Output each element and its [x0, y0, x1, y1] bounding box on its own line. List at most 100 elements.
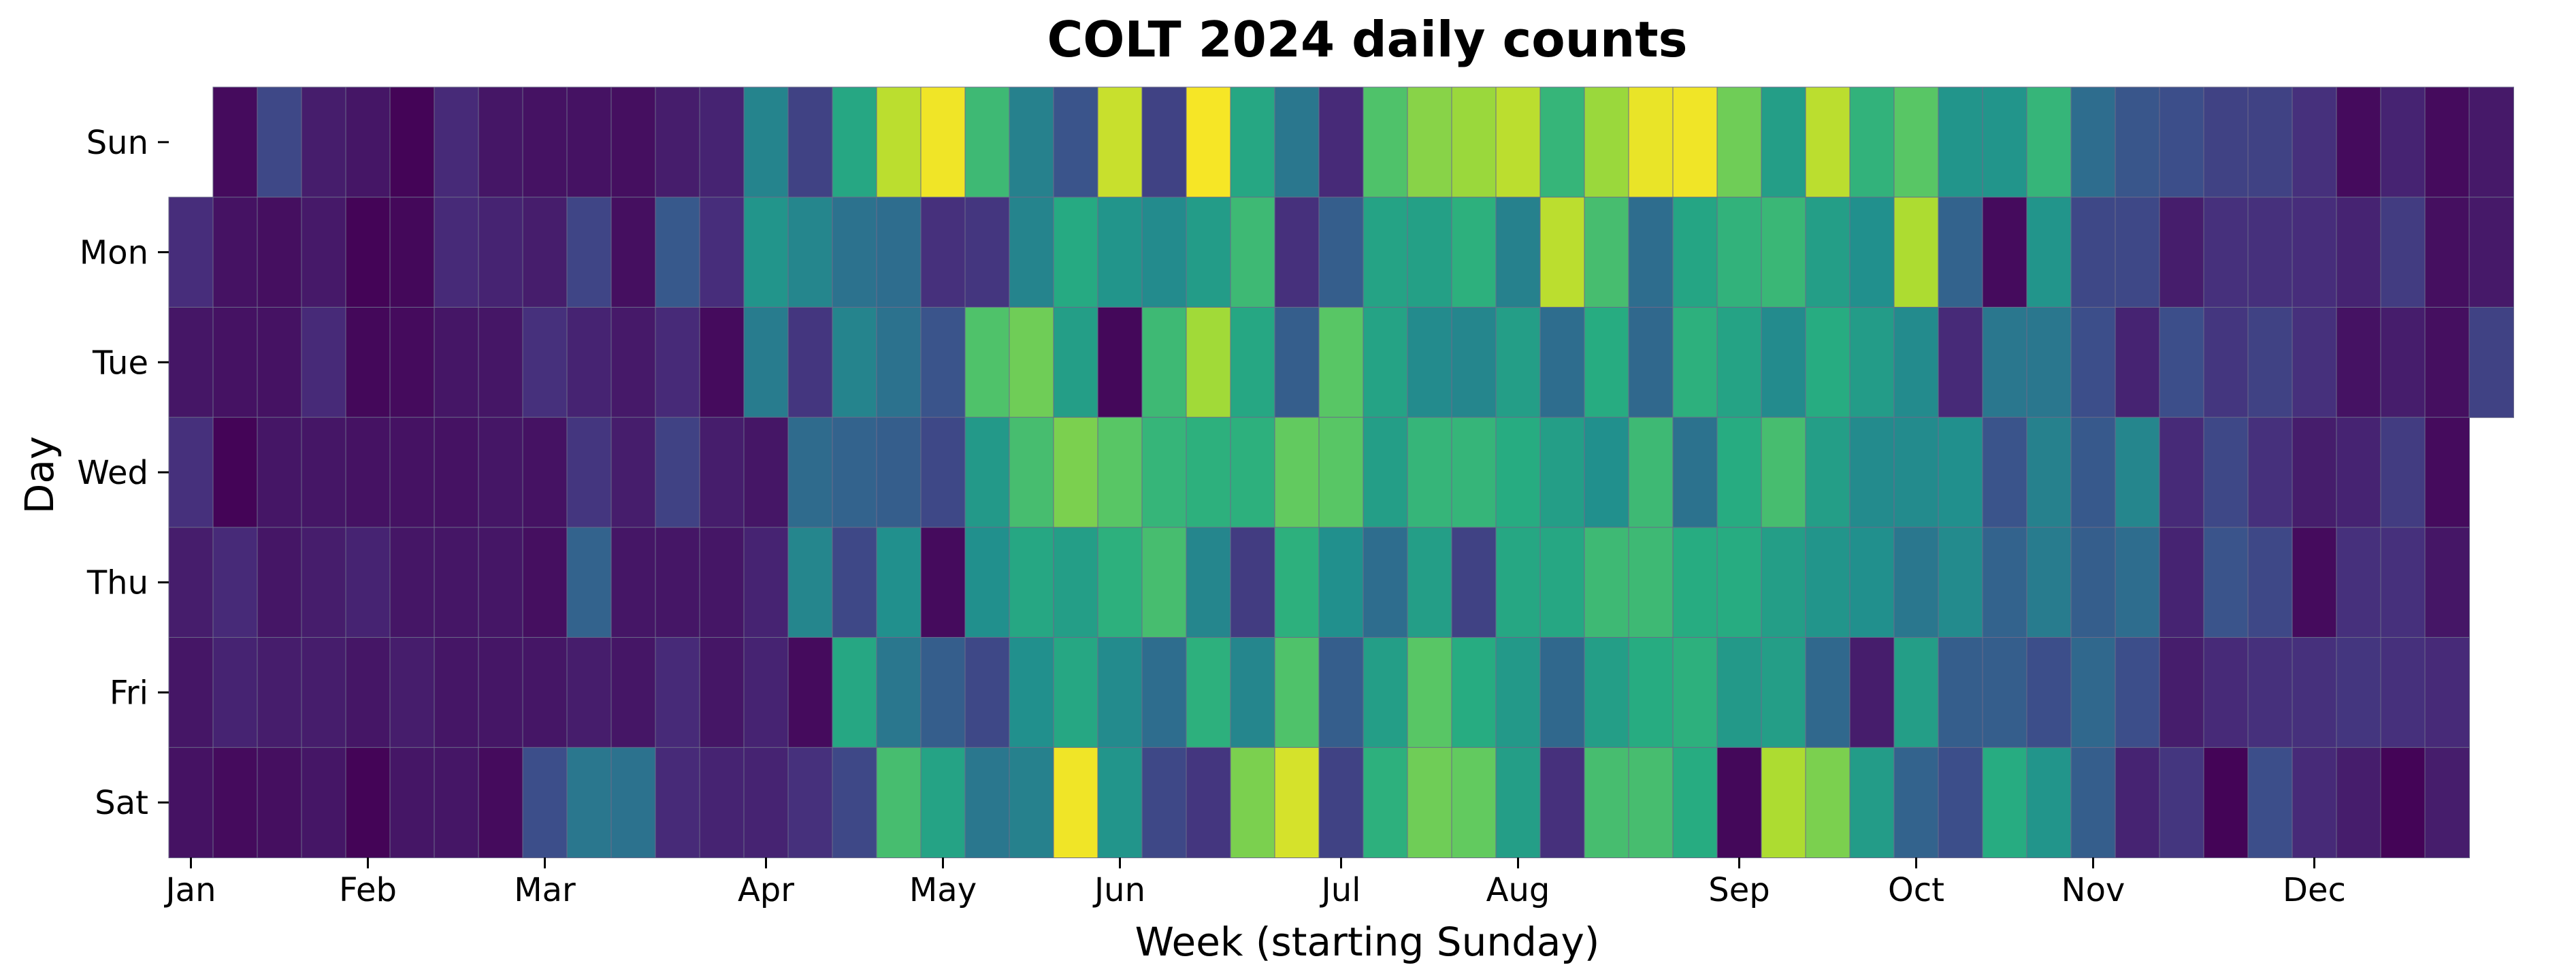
- heatmap-cell: [964, 86, 1010, 198]
- heatmap-cell: [1672, 197, 1718, 308]
- heatmap-cell: [2115, 306, 2160, 419]
- heatmap-cell: [1628, 306, 1674, 419]
- heatmap-cell: [1628, 197, 1674, 308]
- y-tick-label: Mon: [80, 234, 148, 272]
- heatmap-cell: [2424, 527, 2470, 638]
- heatmap-cell: [2336, 637, 2381, 749]
- heatmap-cell: [2070, 416, 2116, 528]
- heatmap-cell: [1363, 416, 1408, 528]
- heatmap-cell: [876, 527, 922, 638]
- heatmap-cell: [168, 527, 214, 638]
- heatmap-cell: [1761, 306, 1806, 419]
- heatmap-cell: [2159, 416, 2204, 528]
- heatmap-cell: [1451, 416, 1497, 528]
- heatmap-cell: [2159, 527, 2204, 638]
- x-tick-label: Aug: [1486, 871, 1550, 909]
- heatmap-cell: [1628, 637, 1674, 749]
- heatmap-cell: [2247, 527, 2293, 638]
- heatmap-cell: [2380, 747, 2426, 859]
- heatmap-cell: [787, 86, 833, 198]
- heatmap-cell: [1230, 416, 1275, 528]
- heatmap-cell: [1584, 747, 1629, 859]
- heatmap-cell: [787, 527, 833, 638]
- heatmap-cell: [787, 306, 833, 419]
- heatmap-cell: [168, 197, 214, 308]
- heatmap-cells: [168, 86, 2514, 859]
- heatmap-cell: [1230, 306, 1275, 419]
- heatmap-cell: [257, 416, 302, 528]
- heatmap-cell: [212, 306, 258, 419]
- heatmap-cell: [212, 86, 258, 198]
- heatmap-cell: [1893, 747, 1939, 859]
- heatmap-cell: [1009, 747, 1054, 859]
- heatmap-cell: [1186, 86, 1231, 198]
- heatmap-cell: [1274, 86, 1320, 198]
- heatmap-cell: [2070, 637, 2116, 749]
- heatmap-cell: [1716, 86, 1762, 198]
- heatmap-cell: [1761, 747, 1806, 859]
- heatmap-cell: [1849, 747, 1895, 859]
- heatmap-cell: [743, 747, 789, 859]
- heatmap-cell: [1053, 747, 1098, 859]
- heatmap-cell: [2070, 197, 2116, 308]
- heatmap-cell: [345, 637, 391, 749]
- x-tick-label: Mar: [514, 871, 576, 909]
- heatmap-cell: [1849, 416, 1895, 528]
- heatmap-cell: [2468, 197, 2514, 308]
- heatmap-cell: [1893, 527, 1939, 638]
- heatmap-cell: [1009, 416, 1054, 528]
- heatmap-cell: [1893, 86, 1939, 198]
- heatmap-cell: [1318, 637, 1364, 749]
- heatmap-cell: [2247, 416, 2293, 528]
- heatmap-cell: [832, 197, 877, 308]
- heatmap-cell: [345, 306, 391, 419]
- heatmap-cell: [1539, 197, 1585, 308]
- heatmap-cell: [1230, 637, 1275, 749]
- heatmap-cell: [389, 197, 435, 308]
- heatmap-cell: [301, 416, 346, 528]
- heatmap-cell: [1186, 416, 1231, 528]
- heatmap-cell: [434, 527, 479, 638]
- heatmap-cell: [699, 747, 745, 859]
- heatmap-cell: [1097, 747, 1143, 859]
- heatmap-cell: [2203, 86, 2249, 198]
- heatmap-cell: [2159, 306, 2204, 419]
- heatmap-cell: [478, 637, 523, 749]
- heatmap-cell: [1805, 747, 1851, 859]
- heatmap-cell: [1318, 416, 1364, 528]
- heatmap-cell: [2380, 86, 2426, 198]
- heatmap-cell: [1584, 86, 1629, 198]
- heatmap-cell: [1716, 527, 1762, 638]
- heatmap-cell: [832, 747, 877, 859]
- heatmap-cell: [1451, 637, 1497, 749]
- heatmap-cell: [1097, 637, 1143, 749]
- heatmap-cell: [699, 197, 745, 308]
- heatmap-cell: [566, 527, 612, 638]
- heatmap-cell: [1274, 747, 1320, 859]
- heatmap-cell: [832, 86, 877, 198]
- heatmap-cell: [1716, 637, 1762, 749]
- heatmap-cell: [1318, 306, 1364, 419]
- heatmap-cell: [168, 747, 214, 859]
- heatmap-cell: [1672, 637, 1718, 749]
- x-tick-label: Nov: [2061, 871, 2125, 909]
- heatmap-cell: [2292, 306, 2337, 419]
- heatmap-cell: [699, 86, 745, 198]
- heatmap-cell: [1274, 306, 1320, 419]
- heatmap-cell: [1761, 416, 1806, 528]
- heatmap-cell: [1451, 527, 1497, 638]
- heatmap-cell: [1893, 306, 1939, 419]
- heatmap-cell: [434, 86, 479, 198]
- heatmap-cell: [434, 197, 479, 308]
- x-tick-label: Apr: [738, 871, 794, 909]
- heatmap-cell: [920, 306, 966, 419]
- heatmap-cell: [389, 416, 435, 528]
- heatmap-cell: [1318, 527, 1364, 638]
- heatmap-cell: [1893, 637, 1939, 749]
- heatmap-cell: [1628, 747, 1674, 859]
- heatmap-cell: [920, 197, 966, 308]
- heatmap-cell: [1584, 416, 1629, 528]
- heatmap-cell: [434, 747, 479, 859]
- heatmap-cell: [1186, 306, 1231, 419]
- heatmap-cell: [832, 527, 877, 638]
